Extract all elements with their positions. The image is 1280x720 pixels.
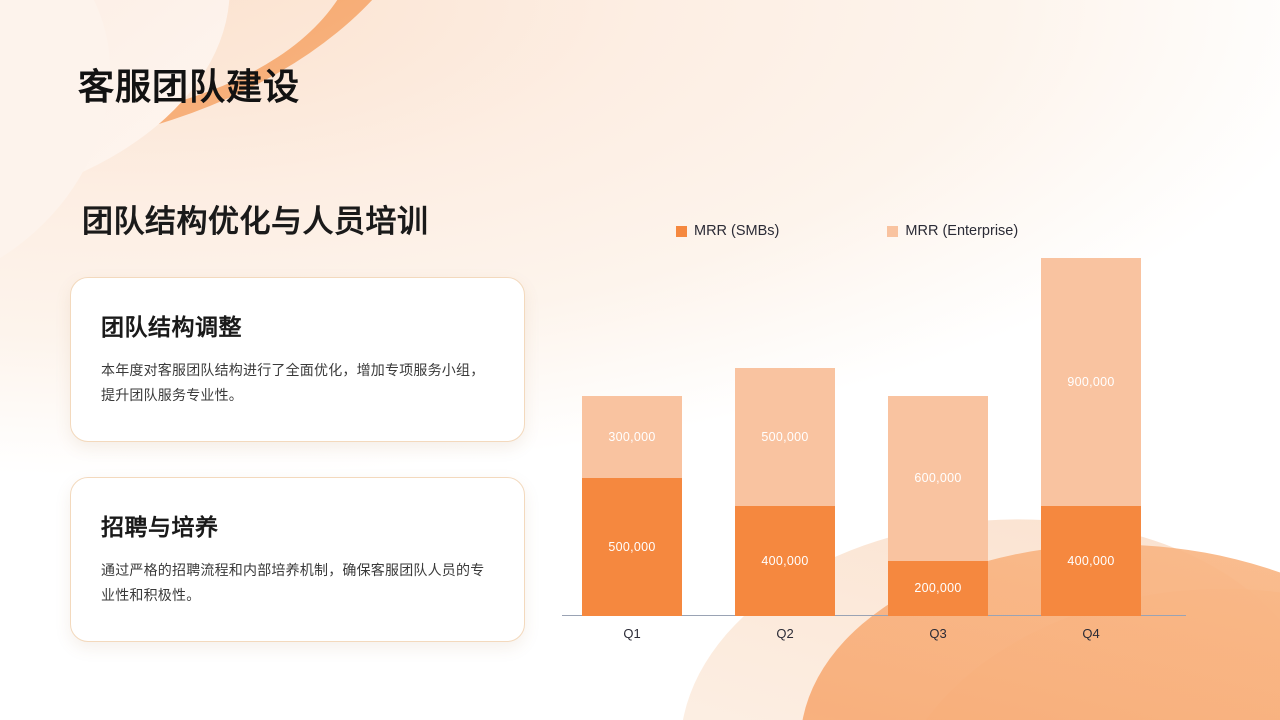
legend-swatch-icon (676, 225, 687, 237)
bar-segment[interactable]: 900,000 (1041, 258, 1141, 506)
legend-item[interactable]: MRR (SMBs) (676, 223, 779, 239)
section-heading: 团队结构优化与人员培训 (82, 204, 429, 239)
x-axis-tick-label: Q1 (623, 626, 641, 641)
bar-segment[interactable]: 500,000 (582, 478, 682, 616)
x-axis-line (562, 614, 1186, 616)
chart-plot-area: 300,000 500,000 Q1 500,000 400,000 Q2 600,000 2… (556, 215, 1196, 645)
x-axis-tick-label: Q2 (776, 626, 794, 641)
bar-group[interactable]: 500,000 400,000 (735, 368, 835, 616)
x-axis-tick-label: Q4 (1082, 626, 1100, 641)
chart-legend: MRR (SMBs) MRR (Enterprise) (676, 223, 1136, 239)
bar-segment[interactable]: 500,000 (735, 368, 835, 506)
info-card-title: 招聘与培养 (101, 514, 219, 540)
info-card-body: 本年度对客服团队结构进行了全面优化，增加专项服务小组，提升团队服务专业性。 (101, 362, 485, 403)
bar-value-label: 400,000 (761, 553, 809, 568)
info-card-title: 团队结构调整 (101, 314, 242, 340)
legend-item[interactable]: MRR (Enterprise) (887, 223, 1018, 239)
bar-value-label: 200,000 (914, 581, 962, 596)
info-card: 团队结构调整 本年度对客服团队结构进行了全面优化，增加专项服务小组，提升团队服务… (70, 277, 525, 442)
bar-group[interactable]: 900,000 400,000 (1041, 258, 1141, 616)
bar-segment[interactable]: 400,000 (1041, 505, 1141, 616)
legend-label: MRR (SMBs) (694, 223, 780, 239)
x-axis-tick-label: Q3 (929, 626, 947, 641)
bar-value-label: 900,000 (1067, 374, 1115, 389)
bar-value-label: 400,000 (1067, 553, 1115, 568)
bar-segment[interactable]: 600,000 (888, 395, 988, 561)
info-card: 招聘与培养 通过严格的招聘流程和内部培养机制，确保客服团队人员的专业性和积极性。 (70, 477, 525, 642)
bar-segment[interactable]: 400,000 (735, 505, 835, 616)
bar-value-label: 600,000 (914, 471, 962, 486)
bar-value-label: 500,000 (761, 430, 809, 445)
bar-value-label: 500,000 (608, 540, 656, 555)
legend-swatch-icon (887, 225, 899, 237)
legend-label: MRR (Enterprise) (905, 223, 1019, 239)
bar-value-label: 300,000 (608, 430, 656, 444)
bar-group[interactable]: 600,000 200,000 (888, 395, 988, 616)
info-card-body: 通过严格的招聘流程和内部培养机制，确保客服团队人员的专业性和积极性。 (101, 562, 485, 603)
stacked-bar-chart: MRR (SMBs) MRR (Enterprise) 300,000 500,00… (556, 215, 1196, 645)
bar-segment[interactable]: 200,000 (888, 560, 988, 616)
bar-segment[interactable]: 300,000 (582, 395, 682, 479)
page-title: 客服团队建设 (78, 66, 301, 107)
bar-group[interactable]: 300,000 500,000 (582, 395, 682, 616)
